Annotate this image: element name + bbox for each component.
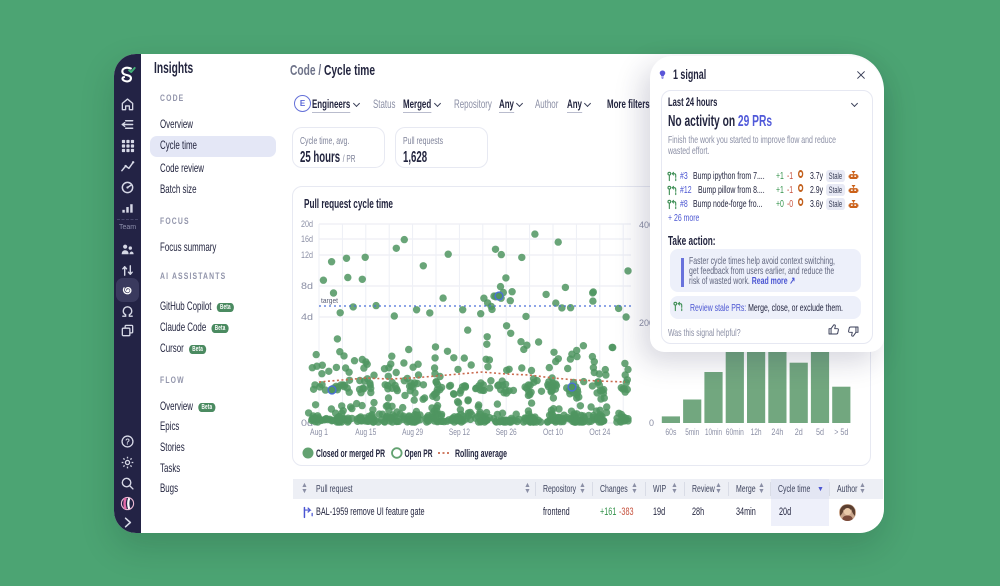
svg-text:Oct 24: Oct 24 xyxy=(589,427,610,437)
svg-text:60s: 60s xyxy=(665,427,676,437)
svg-text:200: 200 xyxy=(639,318,654,328)
svg-text:12d: 12d xyxy=(301,250,313,260)
svg-text:5min: 5min xyxy=(685,427,699,437)
svg-text:8d: 8d xyxy=(301,281,313,291)
svg-text:Closed or merged PR: Closed or merged PR xyxy=(316,448,385,460)
svg-text:Sep 26: Sep 26 xyxy=(496,427,517,437)
svg-text:0: 0 xyxy=(649,418,654,428)
svg-text:Aug 29: Aug 29 xyxy=(402,427,423,437)
svg-text:Oct 10: Oct 10 xyxy=(543,427,563,437)
svg-text:Open PR: Open PR xyxy=(405,448,433,460)
svg-text:4d: 4d xyxy=(301,312,313,322)
svg-text:16d: 16d xyxy=(301,234,313,244)
svg-text:60min: 60min xyxy=(726,427,744,437)
svg-text:10min: 10min xyxy=(705,427,722,437)
svg-text:20d: 20d xyxy=(301,219,313,229)
svg-text:Pull request cycle time: Pull request cycle time xyxy=(304,197,393,211)
svg-text:12h: 12h xyxy=(751,427,762,437)
svg-text:?: ? xyxy=(125,437,130,446)
svg-text:24h: 24h xyxy=(771,427,783,437)
svg-text:> 5d: > 5d xyxy=(834,427,848,437)
svg-text:2d: 2d xyxy=(795,427,803,437)
svg-text:0d: 0d xyxy=(301,418,313,428)
svg-text:target: target xyxy=(321,296,339,305)
svg-text:400: 400 xyxy=(639,220,654,230)
svg-text:Aug 15: Aug 15 xyxy=(355,427,376,437)
svg-text:5d: 5d xyxy=(816,427,824,437)
svg-text:Sep 12: Sep 12 xyxy=(449,427,470,437)
svg-text:Aug 1: Aug 1 xyxy=(310,427,328,437)
svg-text:Rolling average: Rolling average xyxy=(455,448,507,460)
